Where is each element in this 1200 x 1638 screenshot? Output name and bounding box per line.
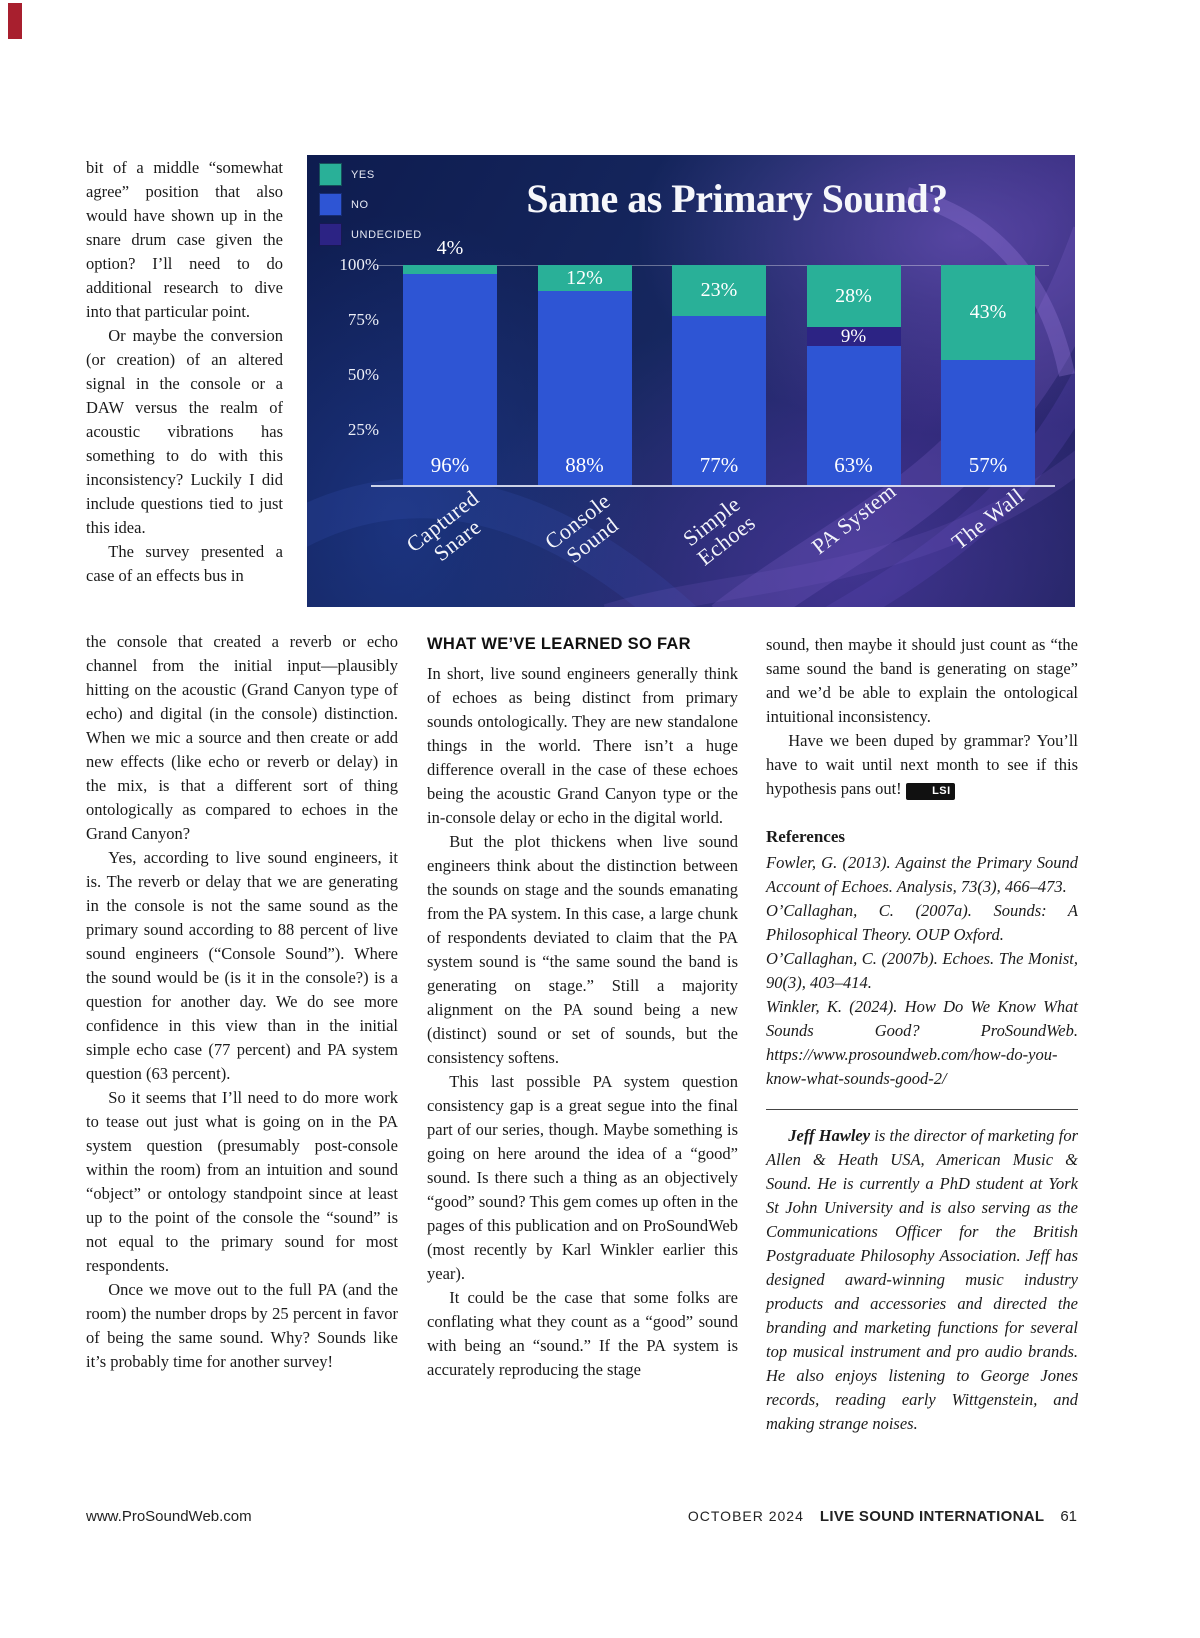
footer-magazine-title: LIVE SOUND INTERNATIONAL bbox=[819, 1508, 1045, 1525]
section-heading: WHAT WE’VE LEARNED SO FAR bbox=[427, 635, 691, 653]
undecided-value-label-pa-system: 9% bbox=[840, 325, 867, 347]
paragraph: O’Callaghan, C. (2007b). Echoes. The Mon… bbox=[766, 949, 1078, 992]
legend-label: YES bbox=[351, 168, 375, 181]
yes-value-label-pa-system: 28% bbox=[835, 284, 872, 307]
bar-segment-yes-captured-snare bbox=[403, 265, 497, 274]
closing-text: Have we been duped by grammar? You’ll ha… bbox=[766, 731, 1078, 798]
bar-segment-no-the-wall bbox=[941, 359, 1035, 485]
chart-title: Same as Primary Sound? bbox=[526, 176, 948, 221]
paragraph: Fowler, G. (2013). Against the Primary S… bbox=[766, 853, 1078, 896]
y-tick-label: 100% bbox=[339, 255, 379, 274]
footer-right: OCTOBER 2024 LIVE SOUND INTERNATIONAL 61 bbox=[688, 1508, 1077, 1525]
article-column-3: sound, then maybe it should just count a… bbox=[766, 633, 1078, 1436]
chart-background-art bbox=[307, 187, 1075, 607]
yes-value-label-the-wall: 43% bbox=[969, 301, 1007, 324]
chart-legend: YES NO UNDECIDED bbox=[319, 163, 422, 253]
yes-value-label-captured-snare: 4% bbox=[436, 237, 464, 259]
paragraph: Or maybe the conversion (or creation) of… bbox=[86, 326, 283, 537]
footer-website: www.ProSoundWeb.com bbox=[86, 1508, 252, 1525]
paragraph: Winkler, K. (2024). How Do We Know What … bbox=[766, 997, 1078, 1088]
article-column-1-bottom: the console that created a reverb or ech… bbox=[86, 630, 398, 1374]
legend-item-undecided: UNDECIDED bbox=[319, 223, 422, 246]
legend-swatch-undecided bbox=[319, 223, 342, 246]
legend-label: NO bbox=[351, 198, 369, 211]
paragraph: the console that created a reverb or ech… bbox=[86, 632, 398, 843]
y-tick-label: 50% bbox=[347, 365, 379, 384]
footer-page-number: 61 bbox=[1060, 1508, 1077, 1525]
bar-segment-yes-the-wall bbox=[941, 265, 1035, 360]
paragraph: So it seems that I’ll need to do more wo… bbox=[86, 1088, 398, 1275]
article-column-1-top: bit of a middle “somewhat agree” positio… bbox=[86, 156, 283, 588]
bar-segment-no-console-sound bbox=[537, 291, 632, 485]
paragraph: In short, live sound engineers generally… bbox=[427, 664, 738, 827]
y-tick-label: 75% bbox=[347, 310, 379, 329]
no-value-label-captured-snare: 96% bbox=[430, 453, 470, 477]
paragraph: But the plot thickens when live sound en… bbox=[427, 832, 738, 1067]
bar-segment-no-simple-echoes bbox=[672, 315, 766, 485]
bar-segment-yes-simple-echoes bbox=[672, 265, 766, 316]
legend-swatch-no bbox=[319, 193, 342, 216]
paragraph: The survey presented a case of an effect… bbox=[86, 542, 283, 585]
legend-swatch-yes bbox=[319, 163, 342, 186]
no-value-label-console-sound: 88% bbox=[565, 453, 604, 477]
paragraph: bit of a middle “somewhat agree” positio… bbox=[86, 158, 283, 321]
no-value-label-pa-system: 63% bbox=[834, 453, 873, 477]
footer-issue-date: OCTOBER 2024 bbox=[687, 1508, 804, 1524]
y-tick-label: 25% bbox=[347, 420, 379, 439]
paragraph: Yes, according to live sound engineers, … bbox=[86, 848, 398, 1083]
author-bio: Jeff Hawley is the director of marketing… bbox=[766, 1124, 1078, 1436]
survey-chart: Same as Primary Sound? YES NO UNDECIDED 10… bbox=[307, 155, 1075, 607]
page-footer: www.ProSoundWeb.com OCTOBER 2024 LIVE SO… bbox=[86, 1508, 1077, 1525]
column-2-body: In short, live sound engineers generally… bbox=[427, 662, 738, 1382]
corner-mark bbox=[8, 3, 22, 39]
bar-segment-yes-console-sound bbox=[537, 265, 632, 292]
legend-label: UNDECIDED bbox=[351, 228, 422, 241]
legend-item-yes: YES bbox=[319, 163, 422, 186]
lsi-end-badge: LSI bbox=[905, 783, 955, 800]
bar-segment-undecided-pa-system bbox=[806, 326, 901, 347]
author-bio-text: is the director of marketing for Allen &… bbox=[766, 1126, 1078, 1433]
yes-value-label-console-sound: 12% bbox=[566, 267, 603, 290]
bio-divider bbox=[766, 1109, 1078, 1110]
paragraph: sound, then maybe it should just count a… bbox=[766, 635, 1078, 726]
paragraph: This last possible PA system question co… bbox=[427, 1072, 738, 1283]
author-name: Jeff Hawley bbox=[788, 1126, 871, 1145]
references-heading: References bbox=[766, 827, 845, 846]
paragraph: Once we move out to the full PA (and the… bbox=[86, 1280, 398, 1371]
yes-value-label-simple-echoes: 23% bbox=[700, 279, 738, 302]
no-value-label-the-wall: 57% bbox=[968, 453, 1008, 477]
references-list: Fowler, G. (2013). Against the Primary S… bbox=[766, 851, 1078, 1091]
article-column-2: WHAT WE’VE LEARNED SO FAR In short, live… bbox=[427, 633, 738, 1382]
bar-segment-no-pa-system bbox=[806, 346, 901, 485]
no-value-label-simple-echoes: 77% bbox=[699, 453, 739, 477]
bar-segment-no-captured-snare bbox=[403, 273, 497, 485]
column-3-body: sound, then maybe it should just count a… bbox=[766, 633, 1078, 729]
bar-segment-yes-pa-system bbox=[806, 265, 901, 327]
chart-baseline bbox=[371, 485, 1055, 487]
legend-item-no: NO bbox=[319, 193, 422, 216]
closing-paragraph: Have we been duped by grammar? You’ll ha… bbox=[766, 729, 1078, 801]
paragraph: It could be the case that some folks are… bbox=[427, 1288, 738, 1379]
paragraph: O’Callaghan, C. (2007a). Sounds: A Philo… bbox=[766, 901, 1078, 944]
